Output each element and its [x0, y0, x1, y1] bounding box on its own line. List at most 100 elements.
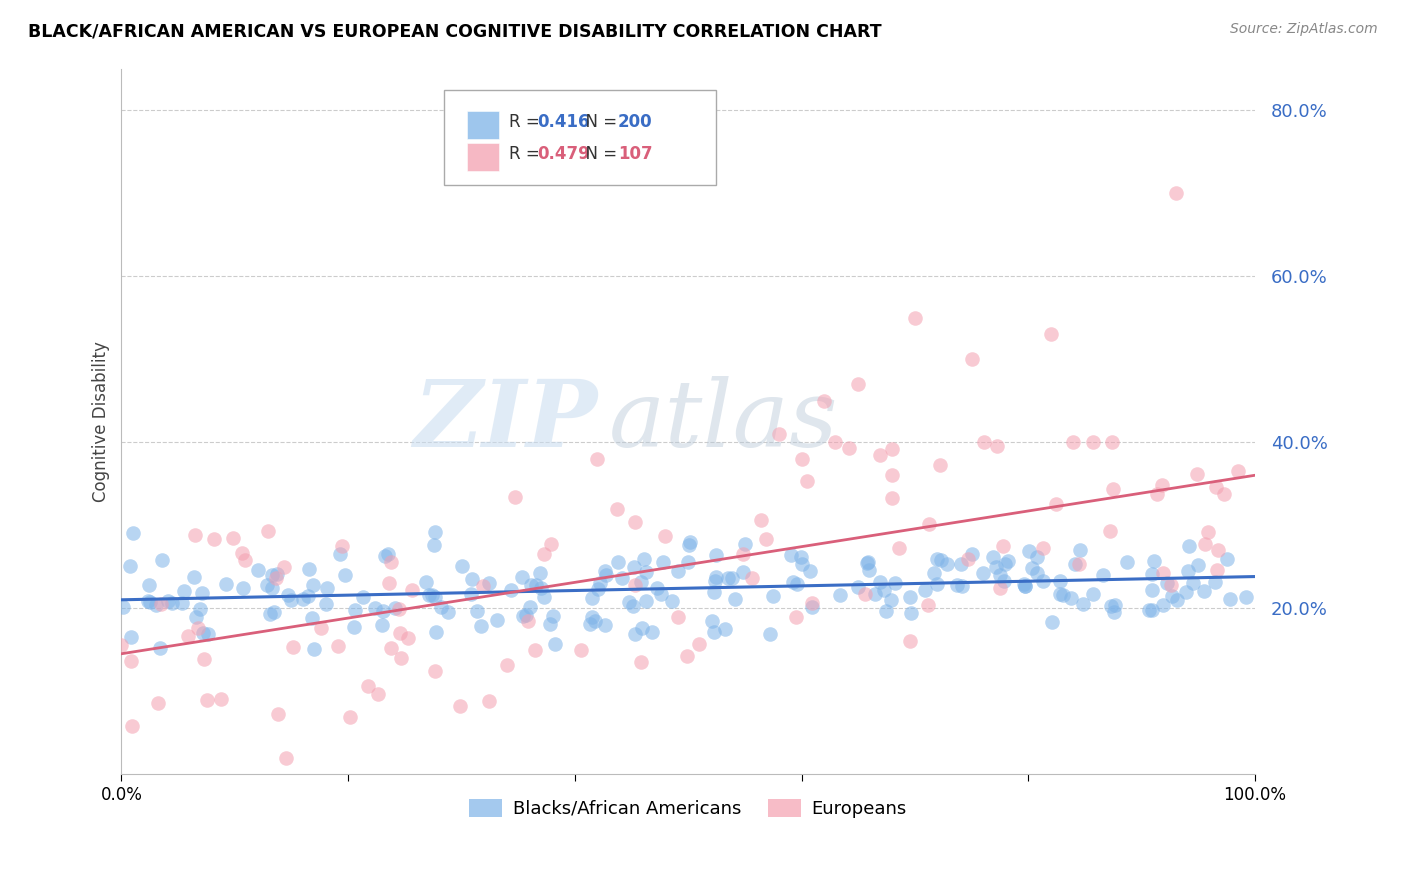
Point [720, 571, 742, 585]
Point [1160, 578, 1182, 592]
Point [630, 656, 652, 670]
Point [1014, 578, 1036, 592]
Point [420, 589, 443, 603]
Text: Source: ZipAtlas.com: Source: ZipAtlas.com [1230, 22, 1378, 37]
Point [451, 558, 474, 573]
Point [917, 598, 939, 612]
Point [1152, 566, 1174, 581]
Point [1026, 566, 1049, 581]
Point [298, 562, 321, 576]
Point [533, 590, 555, 604]
Point [274, 750, 297, 764]
Point [150, 553, 173, 567]
Point [197, 627, 219, 641]
Text: BLACK/AFRICAN AMERICAN VS EUROPEAN COGNITIVE DISABILITY CORRELATION CHART: BLACK/AFRICAN AMERICAN VS EUROPEAN COGNI… [28, 22, 882, 40]
Point [145, 598, 167, 612]
Point [1014, 579, 1036, 593]
Point [112, 600, 135, 615]
Point [343, 620, 366, 634]
Point [316, 581, 339, 595]
Point [654, 528, 676, 542]
Point [800, 596, 823, 610]
Point [377, 547, 399, 561]
Point [583, 615, 606, 629]
Point [882, 468, 904, 483]
Point [418, 588, 440, 602]
FancyBboxPatch shape [444, 90, 717, 185]
Point [260, 568, 283, 582]
Point [994, 557, 1017, 571]
Point [838, 441, 860, 455]
Point [935, 557, 957, 571]
Point [1187, 558, 1209, 572]
Point [524, 643, 547, 657]
Bar [467, 111, 499, 139]
Point [914, 583, 936, 598]
Point [731, 547, 754, 561]
Point [326, 639, 349, 653]
Point [195, 693, 218, 707]
Point [211, 691, 233, 706]
Point [790, 451, 813, 466]
Point [344, 603, 367, 617]
Point [702, 624, 724, 639]
Point [714, 622, 737, 636]
Point [569, 643, 592, 657]
Point [972, 566, 994, 581]
Point [160, 596, 183, 610]
Point [1205, 480, 1227, 494]
Point [678, 538, 700, 552]
Point [1018, 544, 1040, 558]
Text: N =: N = [575, 113, 623, 131]
Point [1012, 577, 1035, 591]
Point [973, 435, 995, 450]
Point [193, 652, 215, 666]
Point [541, 608, 564, 623]
Point [688, 637, 710, 651]
Point [581, 591, 603, 606]
Point [1081, 435, 1104, 450]
Point [283, 640, 305, 655]
Point [786, 577, 808, 591]
Point [869, 574, 891, 589]
Point [749, 513, 772, 527]
Point [1060, 591, 1083, 605]
Point [388, 626, 411, 640]
Point [425, 664, 447, 678]
Point [329, 547, 352, 561]
Point [191, 586, 214, 600]
Point [1032, 574, 1054, 589]
Point [782, 574, 804, 589]
Point [676, 555, 699, 569]
Point [624, 515, 647, 529]
Point [595, 568, 617, 582]
Point [277, 588, 299, 602]
Point [499, 582, 522, 597]
Point [149, 641, 172, 656]
Point [1194, 537, 1216, 551]
Point [472, 579, 495, 593]
Point [1219, 591, 1241, 606]
Point [880, 491, 903, 506]
Point [264, 571, 287, 585]
Point [950, 558, 973, 572]
Point [478, 694, 501, 708]
Point [1164, 186, 1187, 200]
Point [887, 541, 910, 555]
Point [401, 582, 423, 597]
Point [595, 617, 617, 632]
Point [855, 587, 877, 601]
Point [335, 567, 357, 582]
Point [520, 578, 543, 592]
Point [1142, 567, 1164, 582]
Point [380, 555, 402, 569]
Point [924, 566, 946, 580]
Point [1021, 560, 1043, 574]
Point [762, 590, 785, 604]
Point [1052, 588, 1074, 602]
Point [177, 630, 200, 644]
Point [1166, 593, 1188, 607]
Point [704, 548, 727, 562]
Point [146, 696, 169, 710]
Point [1206, 542, 1229, 557]
